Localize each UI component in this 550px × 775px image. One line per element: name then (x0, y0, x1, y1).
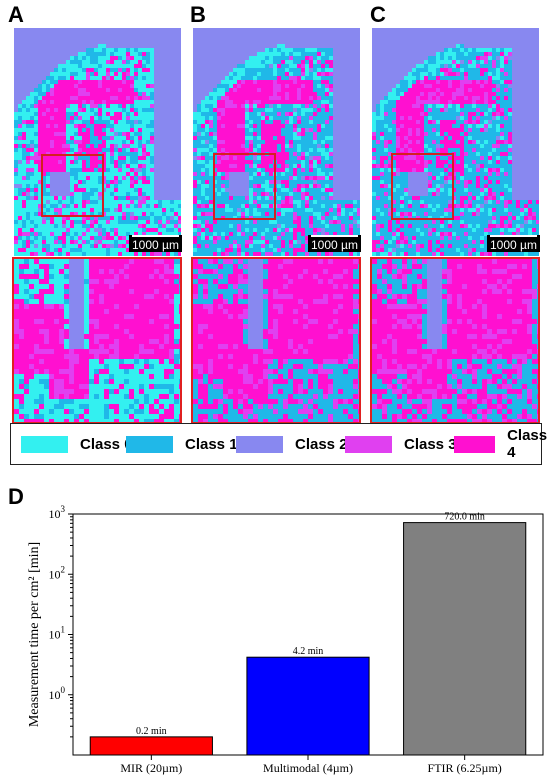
panel-letter-b: B (190, 2, 206, 28)
y-tick-label-2: 102 (49, 564, 66, 581)
y-tick-label-3: 103 (49, 504, 66, 521)
legend-swatch-class-2 (236, 436, 283, 453)
legend-label-class-2: Class 2 (295, 436, 348, 453)
bar-1 (247, 657, 369, 755)
measurement-time-chart: 100 101 102 103 Measurement time per cm² [mi… (0, 500, 550, 775)
x-tick-label-1: Multimodal (4µm) (263, 761, 353, 775)
legend-item-class-0: Class 0 (21, 435, 133, 453)
legend-swatch-class-1 (126, 436, 173, 453)
legend-item-class-4: Class 4 (454, 435, 550, 453)
scale-bar-a: 1000 µm (129, 235, 182, 252)
x-tick-label-0: MIR (20µm) (120, 761, 182, 775)
zoom-inset-b (191, 257, 361, 424)
y-axis-label: Measurement time per cm² [min] (27, 542, 42, 727)
legend-label-class-1: Class 1 (185, 436, 238, 453)
tissue-map-c (372, 28, 539, 256)
legend-swatch-class-3 (345, 436, 392, 453)
y-tick-label-1: 101 (49, 625, 66, 642)
legend-item-class-3: Class 3 (345, 435, 457, 453)
bar-2 (404, 523, 526, 755)
roi-box-b (213, 153, 276, 220)
tissue-map-b (193, 28, 360, 256)
class-legend: Class 0 Class 1 Class 2 Class 3 Class 4 (10, 423, 542, 465)
legend-item-class-1: Class 1 (126, 435, 238, 453)
panel-letter-c: C (370, 2, 386, 28)
legend-label-class-0: Class 0 (80, 436, 133, 453)
legend-label-class-3: Class 3 (404, 436, 457, 453)
zoom-inset-c (370, 257, 540, 424)
legend-item-class-2: Class 2 (236, 435, 348, 453)
legend-swatch-class-0 (21, 436, 68, 453)
legend-swatch-class-4 (454, 436, 495, 453)
roi-box-a (41, 154, 104, 217)
bar-data-label-1: 4.2 min (293, 646, 324, 657)
bar-0 (90, 737, 212, 755)
zoom-inset-a (12, 257, 182, 424)
tissue-map-a (14, 28, 181, 256)
panel-letter-a: A (8, 2, 24, 28)
scale-bar-b: 1000 µm (308, 235, 361, 252)
x-tick-label-2: FTIR (6.25µm) (428, 761, 502, 775)
y-tick-label-0: 100 (49, 685, 66, 702)
bar-data-label-0: 0.2 min (136, 726, 167, 737)
roi-box-c (391, 153, 454, 220)
legend-label-class-4: Class 4 (507, 427, 550, 461)
scale-bar-c: 1000 µm (487, 235, 540, 252)
bar-data-label-2: 720.0 min (444, 512, 485, 523)
